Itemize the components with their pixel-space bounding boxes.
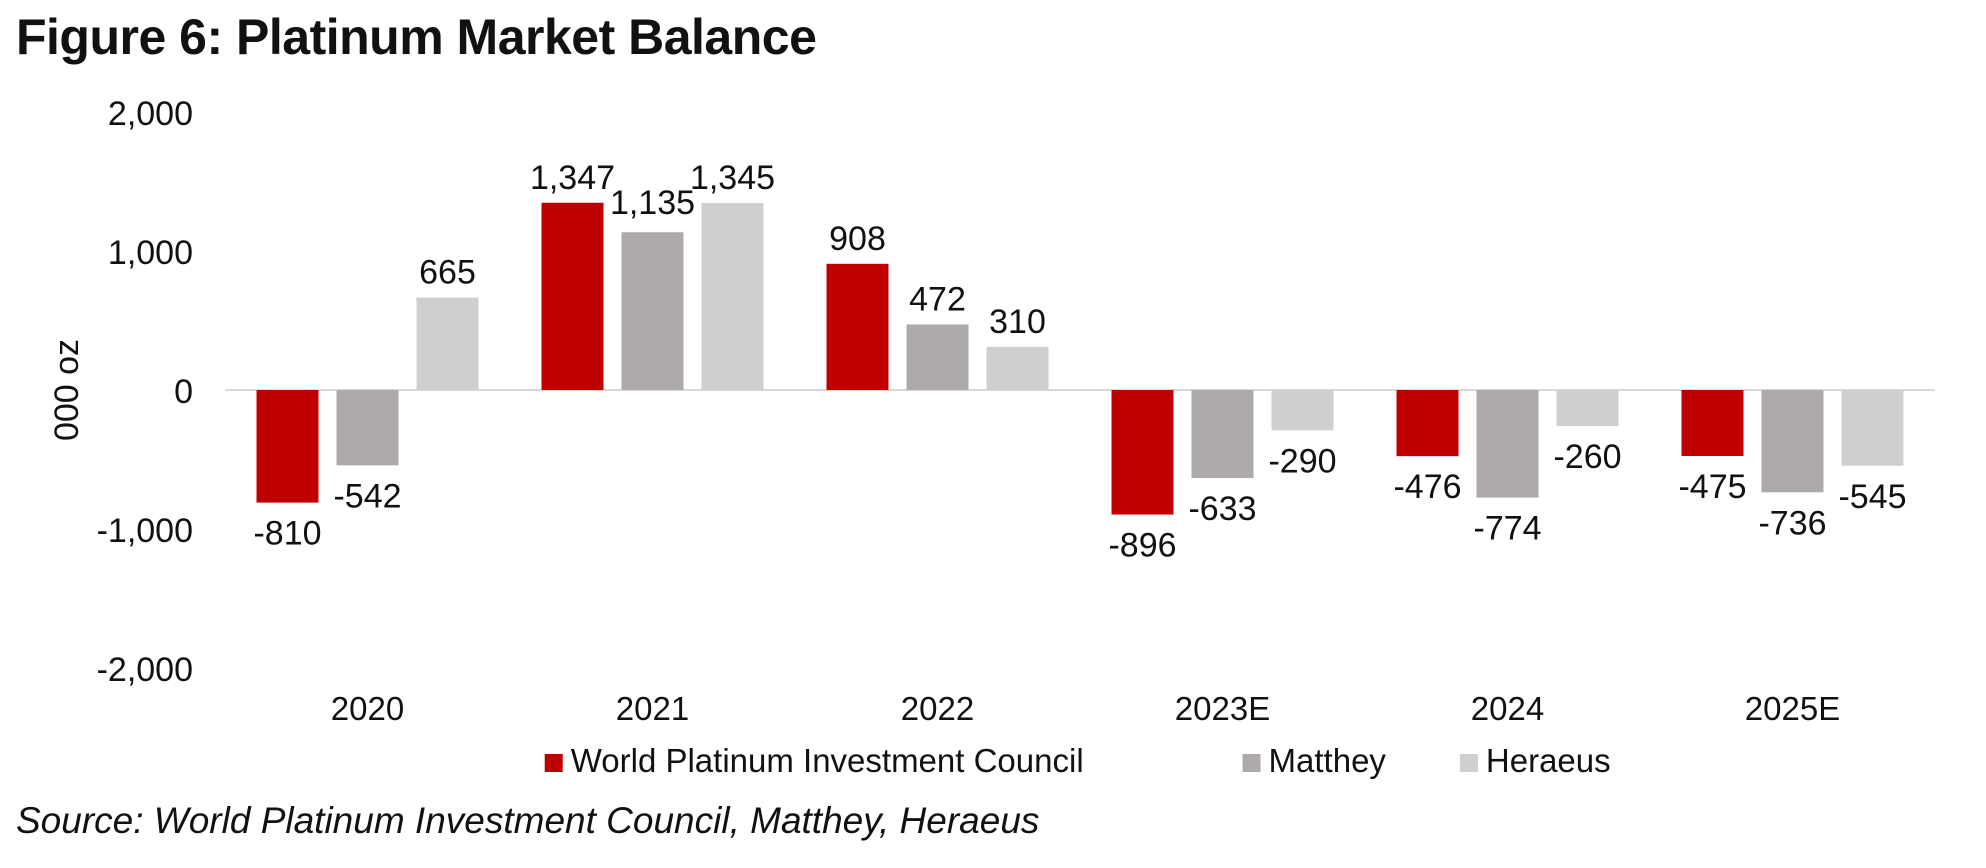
data-label: 1,135 xyxy=(610,184,695,222)
bar-world-platinum-investment-council-2024 xyxy=(1396,390,1459,457)
x-tick-label: 2025E xyxy=(1745,690,1840,727)
bar-world-platinum-investment-council-2025e xyxy=(1681,390,1744,457)
bar-world-platinum-investment-council-2021 xyxy=(541,202,604,390)
data-label: -260 xyxy=(1553,438,1621,476)
bar-world-platinum-investment-council-2023e xyxy=(1111,390,1174,515)
bar-matthey-2024 xyxy=(1476,390,1539,498)
data-label: -736 xyxy=(1758,504,1826,542)
bar-heraeus-2021 xyxy=(701,203,764,390)
data-label: -633 xyxy=(1188,490,1256,528)
bar-heraeus-2023e xyxy=(1271,390,1334,431)
data-label: 908 xyxy=(829,220,886,258)
x-tick-label: 2022 xyxy=(901,690,974,727)
y-tick-label: -1,000 xyxy=(97,512,193,550)
bar-matthey-2021 xyxy=(621,232,684,390)
y-axis-title: 000 oz xyxy=(48,339,86,441)
bar-matthey-2025e xyxy=(1761,390,1824,493)
bar-matthey-2022 xyxy=(906,324,969,390)
data-label: -476 xyxy=(1393,468,1461,506)
x-tick-label: 2023E xyxy=(1175,690,1270,727)
data-label: -475 xyxy=(1678,468,1746,506)
bar-matthey-2023e xyxy=(1191,390,1254,478)
data-label: -810 xyxy=(253,515,321,553)
data-label: 665 xyxy=(419,254,476,292)
x-tick-label: 2021 xyxy=(616,690,689,727)
y-tick-label: 2,000 xyxy=(108,95,193,133)
legend-label: Matthey xyxy=(1269,742,1387,779)
y-tick-label: -2,000 xyxy=(97,651,193,689)
bar-heraeus-2022 xyxy=(986,346,1049,390)
bar-heraeus-2020 xyxy=(416,297,479,390)
data-label: 1,347 xyxy=(530,159,615,197)
data-label: -896 xyxy=(1108,527,1176,565)
bar-heraeus-2024 xyxy=(1556,390,1619,427)
data-label: -774 xyxy=(1473,510,1541,548)
legend-swatch xyxy=(544,754,563,772)
data-label: 472 xyxy=(909,280,966,318)
data-label: -545 xyxy=(1838,478,1906,516)
bar-world-platinum-investment-council-2022 xyxy=(826,263,889,390)
bar-matthey-2020 xyxy=(336,390,399,466)
y-tick-label: 0 xyxy=(174,373,193,411)
source-note: Source: World Platinum Investment Counci… xyxy=(16,800,1040,841)
legend-label: World Platinum Investment Council xyxy=(571,742,1084,779)
y-tick-label: 1,000 xyxy=(108,234,193,272)
bar-heraeus-2025e xyxy=(1841,390,1904,466)
data-label: -290 xyxy=(1268,442,1336,480)
x-tick-label: 2024 xyxy=(1471,690,1544,727)
data-label: 1,345 xyxy=(690,159,775,197)
figure-title: Figure 6: Platinum Market Balance xyxy=(16,9,817,65)
data-label: -542 xyxy=(333,477,401,515)
data-label: 310 xyxy=(989,303,1046,341)
legend-label: Heraeus xyxy=(1486,742,1611,779)
x-tick-label: 2020 xyxy=(331,690,404,727)
bar-world-platinum-investment-council-2020 xyxy=(256,390,319,503)
legend-swatch xyxy=(1459,754,1478,772)
legend-swatch xyxy=(1242,754,1261,772)
